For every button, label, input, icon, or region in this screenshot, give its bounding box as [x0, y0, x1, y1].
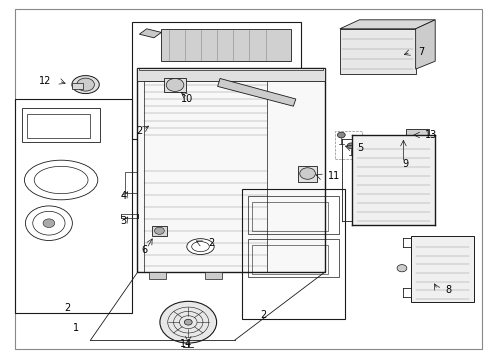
Bar — [339, 29, 415, 74]
Ellipse shape — [396, 265, 406, 272]
Bar — [163, 78, 185, 92]
Bar — [410, 236, 473, 302]
Text: 13: 13 — [425, 130, 437, 140]
Bar — [248, 196, 338, 234]
Bar — [248, 239, 338, 277]
Bar — [149, 272, 166, 279]
Bar — [137, 68, 325, 272]
Text: 1: 1 — [73, 323, 79, 333]
Bar — [407, 136, 413, 141]
Bar — [161, 29, 290, 61]
Ellipse shape — [346, 143, 354, 149]
Text: 2: 2 — [64, 303, 70, 313]
Bar — [252, 245, 327, 274]
Text: 8: 8 — [444, 285, 450, 295]
Text: 2: 2 — [136, 126, 142, 136]
Text: 7: 7 — [417, 47, 424, 57]
Ellipse shape — [166, 78, 183, 91]
Text: 3: 3 — [120, 216, 126, 226]
Text: 2: 2 — [207, 238, 214, 248]
Bar — [415, 136, 421, 141]
Ellipse shape — [299, 168, 315, 179]
Ellipse shape — [184, 319, 192, 325]
Bar — [15, 99, 132, 313]
Ellipse shape — [160, 301, 216, 343]
Text: 6: 6 — [141, 245, 147, 255]
Bar — [124, 172, 137, 193]
Text: 12: 12 — [39, 76, 51, 86]
Text: 10: 10 — [181, 94, 193, 104]
Text: 11: 11 — [327, 171, 339, 181]
Polygon shape — [217, 78, 295, 106]
Bar — [22, 108, 100, 142]
Bar — [137, 68, 325, 81]
Bar — [27, 114, 90, 138]
Ellipse shape — [72, 76, 99, 94]
Bar — [335, 131, 362, 159]
Bar — [205, 272, 222, 279]
Text: 9: 9 — [402, 159, 408, 169]
Ellipse shape — [186, 239, 214, 255]
Polygon shape — [139, 29, 161, 38]
Bar — [132, 22, 300, 139]
Text: 5: 5 — [356, 143, 363, 153]
Ellipse shape — [43, 219, 55, 228]
Ellipse shape — [154, 227, 164, 234]
Bar — [139, 68, 322, 70]
Bar — [405, 129, 428, 142]
Bar — [252, 202, 327, 231]
Bar — [151, 226, 167, 236]
Ellipse shape — [337, 132, 345, 138]
Ellipse shape — [77, 78, 94, 91]
Bar — [351, 135, 434, 225]
Bar — [242, 189, 344, 319]
Ellipse shape — [166, 78, 178, 87]
Text: 4: 4 — [120, 191, 126, 201]
Bar — [423, 136, 428, 141]
Text: 2: 2 — [260, 310, 265, 320]
Text: 14: 14 — [179, 339, 192, 349]
Bar — [298, 166, 316, 182]
Bar — [72, 83, 83, 89]
Polygon shape — [415, 20, 434, 69]
Bar — [121, 214, 138, 218]
Polygon shape — [339, 20, 434, 29]
